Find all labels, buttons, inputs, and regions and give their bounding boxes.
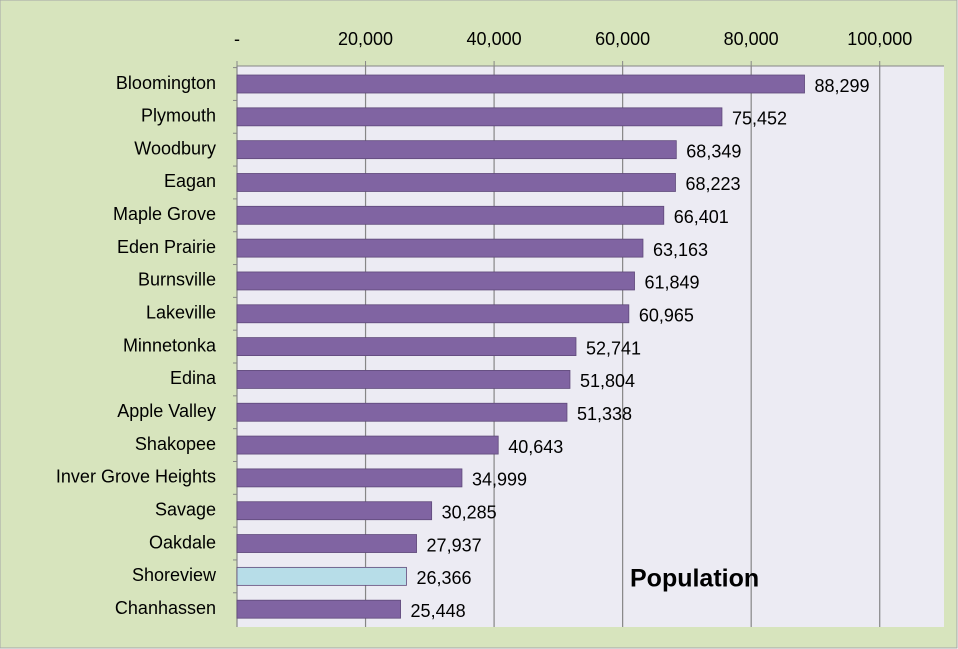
value-label: 68,223	[685, 174, 740, 194]
y-tick-label: Maple Grove	[113, 204, 216, 224]
y-tick-label: Oakdale	[149, 532, 216, 552]
value-label: 66,401	[674, 207, 729, 227]
bar	[236, 140, 677, 160]
value-label: 51,338	[577, 404, 632, 424]
bar	[236, 337, 577, 357]
value-label: 52,741	[586, 338, 641, 358]
value-label: 34,999	[472, 470, 527, 490]
bar	[236, 370, 571, 389]
y-tick-label: Chanhassen	[115, 598, 216, 618]
bar	[236, 501, 433, 521]
x-tick-label: 100,000	[847, 29, 912, 49]
y-tick-label: Edina	[170, 368, 217, 388]
value-label: 75,452	[732, 109, 787, 129]
value-label: 30,285	[442, 502, 497, 522]
y-tick-label: Savage	[155, 499, 216, 519]
bar	[236, 74, 805, 94]
y-tick-label: Inver Grove Heights	[56, 467, 216, 487]
value-label: 27,937	[427, 535, 482, 555]
y-tick-label: Eagan	[164, 171, 216, 191]
y-tick-label: Burnsville	[138, 270, 216, 290]
bar	[236, 435, 499, 455]
value-label: 51,804	[580, 371, 635, 391]
value-label: 25,448	[411, 601, 466, 621]
bar	[236, 468, 463, 488]
bar	[236, 107, 723, 127]
value-label: 63,163	[653, 240, 708, 260]
bar	[236, 402, 568, 422]
y-tick-label: Bloomington	[116, 73, 216, 93]
value-label: 60,965	[639, 306, 694, 326]
value-label: 40,643	[508, 437, 563, 457]
annotation: Population	[630, 565, 759, 593]
value-label: 88,299	[815, 76, 870, 96]
value-label: 68,349	[686, 141, 741, 161]
y-tick-label: Apple Valley	[117, 401, 216, 421]
y-tick-label: Plymouth	[141, 106, 216, 126]
y-tick-label: Shoreview	[132, 565, 217, 585]
x-tick-label: 80,000	[724, 29, 779, 49]
y-tick-label: Eden Prairie	[117, 237, 216, 257]
bar	[236, 271, 635, 291]
value-label: 61,849	[645, 273, 700, 293]
y-tick-label: Woodbury	[134, 138, 216, 158]
value-label: 26,366	[416, 568, 471, 588]
x-tick-label: 40,000	[467, 29, 522, 49]
y-tick-label: Shakopee	[135, 434, 216, 454]
x-tick-label: 20,000	[338, 29, 393, 49]
bar	[236, 173, 676, 192]
bar	[236, 205, 665, 225]
bar	[236, 238, 644, 258]
bar	[236, 599, 401, 619]
x-tick-label: 60,000	[595, 29, 650, 49]
bar	[236, 566, 407, 586]
bar	[236, 304, 630, 324]
y-tick-label: Minnetonka	[123, 335, 217, 355]
y-tick-label: Lakeville	[146, 303, 216, 323]
x-tick-label: -	[234, 29, 240, 49]
bars: Bloomington 88,299 Plymouth 75,452 Woodbury 6…	[56, 67, 870, 621]
bar	[236, 534, 417, 553]
